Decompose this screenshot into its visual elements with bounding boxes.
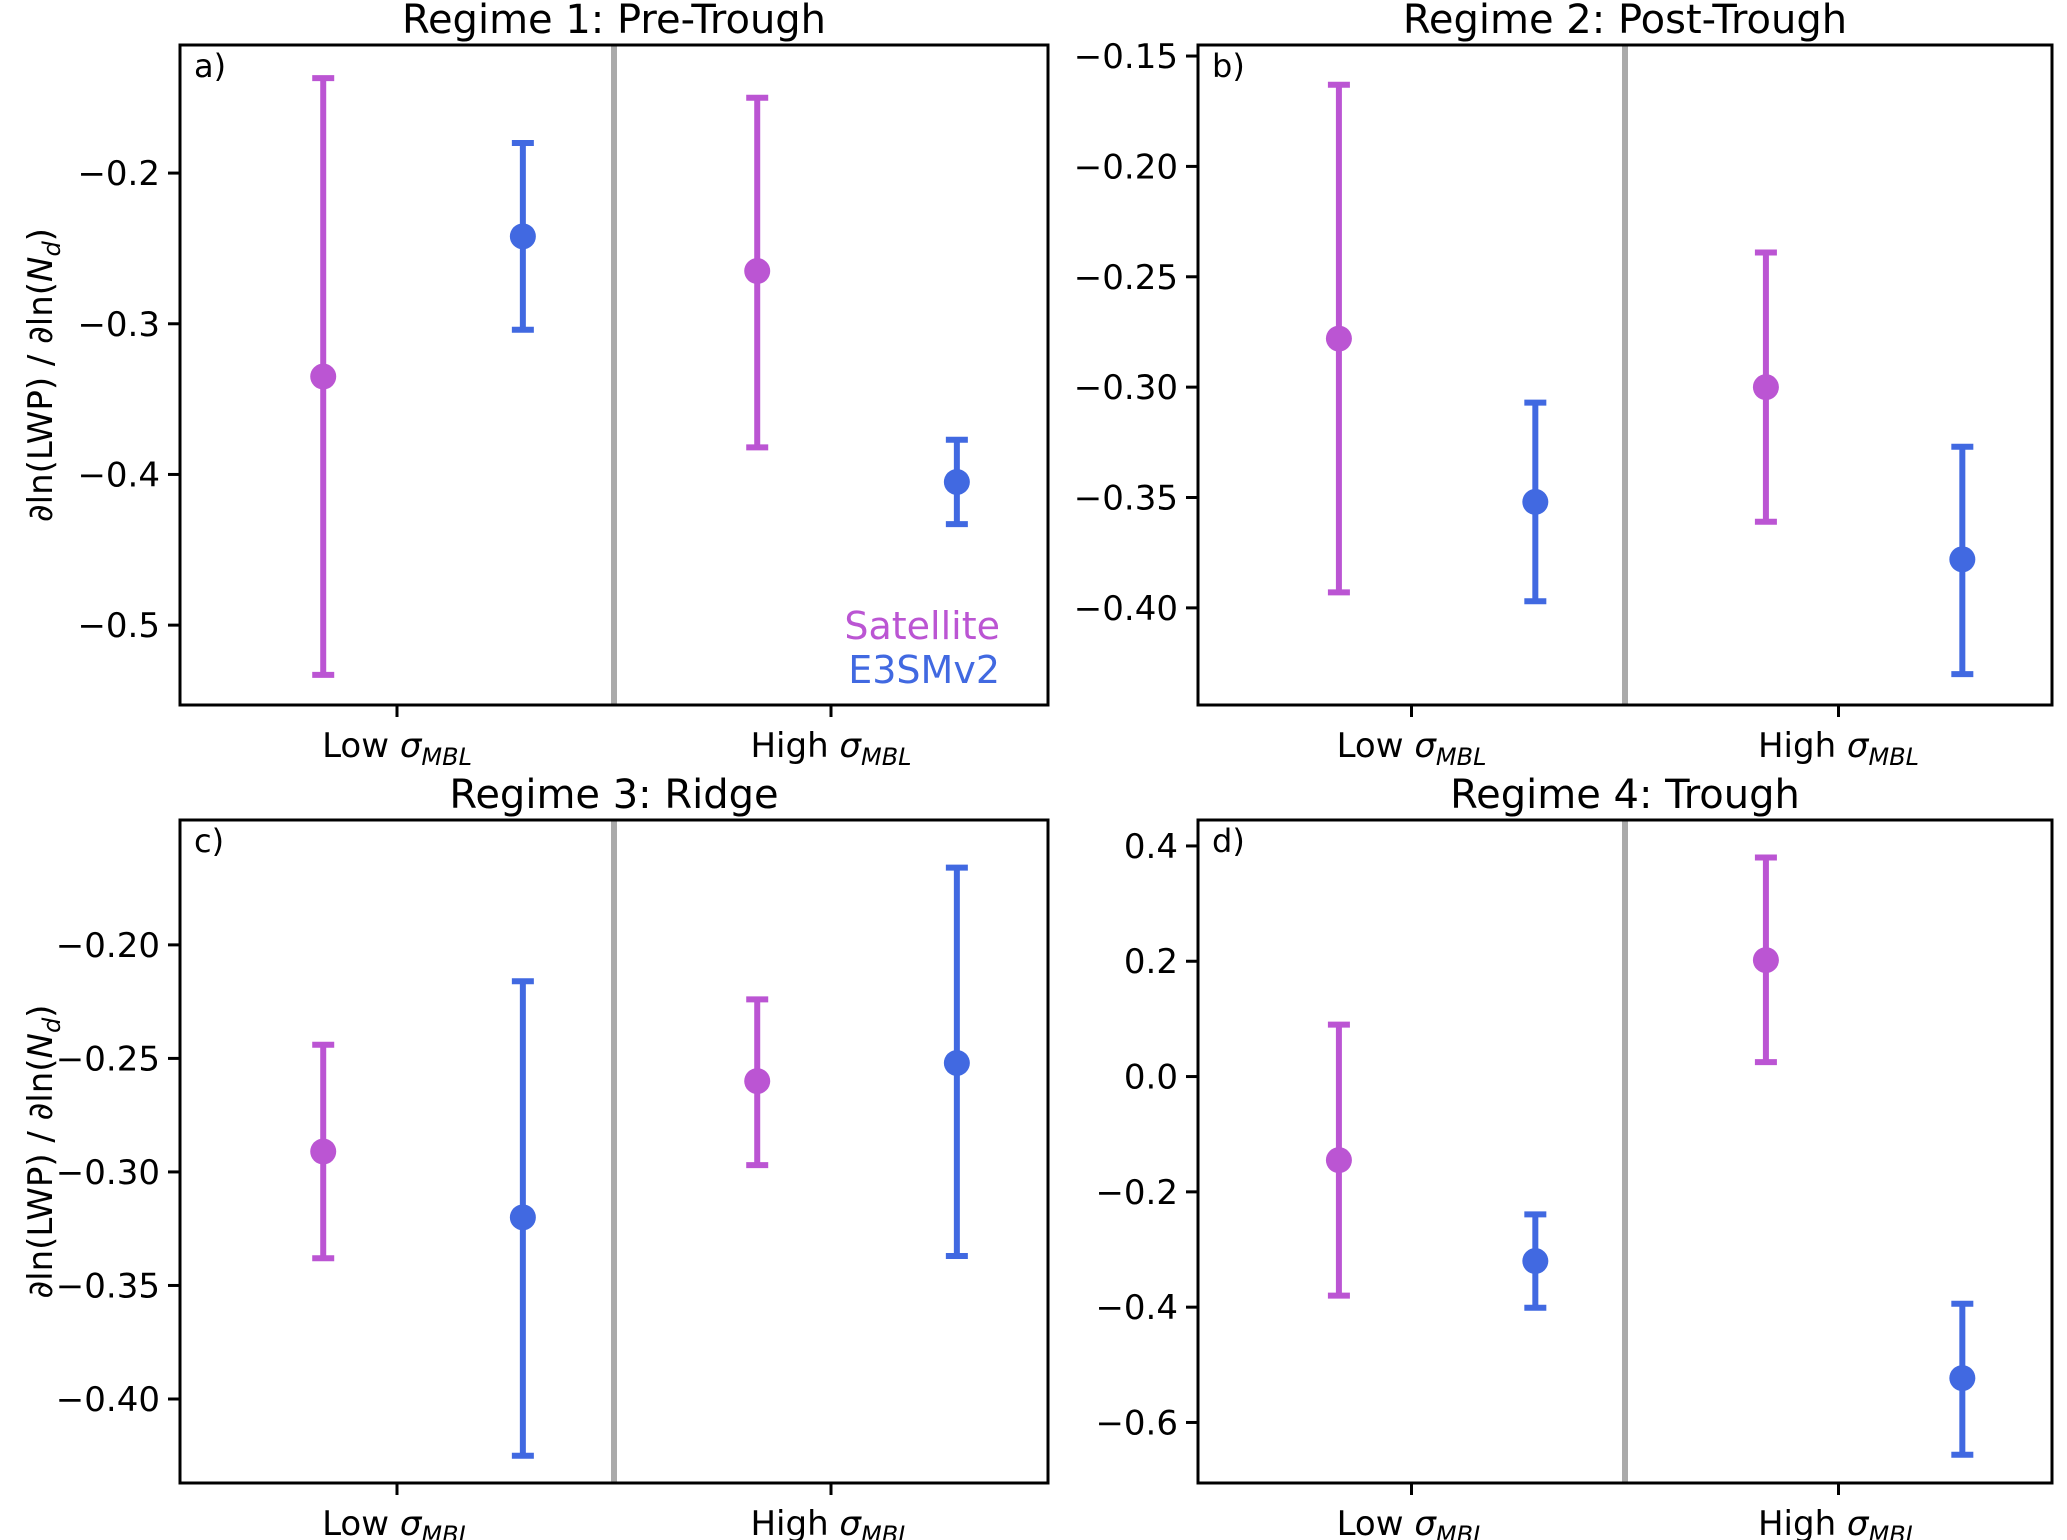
- errorbar-e3smv2-low: [1522, 1211, 1549, 1311]
- panel-4: 0.4 0.2 0.0 −0.2 −0.4 −0.6 Low σMBL High σMBL d)…: [1095, 772, 2054, 1540]
- data-point: [1325, 1147, 1352, 1174]
- y-tick-label: −0.6: [1095, 1403, 1178, 1443]
- y-tick-label: −0.3: [77, 305, 160, 345]
- y-tick-label: 0.2: [1124, 942, 1178, 982]
- y-axis-label: ∂ln(LWP) / ∂ln(Nd): [21, 1005, 66, 1299]
- errorbar-satellite-high: [1752, 249, 1779, 525]
- panel-title: Regime 1: Pre-Trough: [402, 0, 826, 43]
- data-point: [1522, 1248, 1549, 1275]
- y-tick-label: −0.2: [77, 154, 160, 194]
- x-tick-label: High σMBL: [750, 726, 911, 771]
- errorbar-satellite-low: [310, 1041, 337, 1262]
- axes-frame: [1196, 43, 2054, 707]
- errorbar-e3smv2-high: [1949, 1300, 1976, 1458]
- panel-title: Regime 4: Trough: [1450, 772, 1800, 818]
- y-tick-label: −0.25: [1074, 258, 1178, 298]
- y-tick-label: −0.40: [1074, 589, 1178, 629]
- panel-2: −0.15 −0.20 −0.25 −0.30 −0.35 −0.40 Low σMBL Hi…: [1074, 0, 2054, 771]
- panel-letter: b): [1212, 47, 1245, 85]
- panel-1: −0.2 −0.3 −0.4 −0.5 Low σMBL High σMBL a) Regim…: [21, 0, 1050, 771]
- data-point: [1752, 374, 1779, 401]
- x-tick-label: Low σMBL: [322, 726, 472, 771]
- data-point: [509, 1204, 536, 1231]
- errorbar-e3smv2-low: [509, 978, 536, 1459]
- y-tick-label: −0.20: [1074, 147, 1178, 187]
- y-tick-label: −0.2: [1095, 1173, 1178, 1213]
- errorbar-satellite-high: [1752, 854, 1779, 1066]
- data-point: [744, 258, 771, 285]
- errorbar-satellite-low: [310, 75, 337, 678]
- errorbar-e3smv2-high: [1949, 443, 1976, 678]
- y-tick-label: −0.30: [1074, 368, 1178, 408]
- axes-frame: [178, 43, 1050, 707]
- panel-letter: c): [194, 822, 224, 860]
- y-tick-label: −0.4: [1095, 1288, 1178, 1328]
- axes-frame: [178, 818, 1050, 1485]
- data-point: [509, 223, 536, 250]
- data-point: [1949, 546, 1976, 573]
- errorbar-satellite-low: [1325, 81, 1352, 596]
- data-point: [1325, 325, 1352, 352]
- data-point: [310, 1138, 337, 1165]
- y-tick-label: −0.35: [56, 1266, 160, 1306]
- x-tick-label: High σMBL: [750, 1504, 911, 1540]
- y-tick-label: 0.0: [1124, 1058, 1178, 1098]
- x-tick-label: Low σMBL: [322, 1504, 472, 1540]
- errorbar-e3smv2-low: [509, 139, 536, 333]
- errorbar-satellite-high: [744, 94, 771, 451]
- x-tick-label: Low σMBL: [1337, 1504, 1487, 1540]
- y-axis-label: ∂ln(LWP) / ∂ln(Nd): [21, 228, 66, 522]
- legend-satellite: Satellite: [844, 604, 1000, 648]
- data-point: [310, 363, 337, 390]
- y-tick-label: −0.15: [1074, 37, 1178, 77]
- data-point: [744, 1068, 771, 1095]
- legend-e3smv2: E3SMv2: [848, 648, 1000, 692]
- panel-letter: a): [194, 47, 226, 85]
- data-point: [1752, 947, 1779, 974]
- x-tick-label: High σMBL: [1758, 1504, 1919, 1540]
- panel-title: Regime 2: Post-Trough: [1403, 0, 1847, 43]
- errorbar-satellite-high: [744, 996, 771, 1169]
- errorbar-satellite-low: [1325, 1021, 1352, 1299]
- errorbar-e3smv2-high: [943, 436, 970, 528]
- errorbar-e3smv2-low: [1522, 399, 1549, 605]
- data-point: [1949, 1365, 1976, 1392]
- data-point: [943, 468, 970, 495]
- y-tick-label: −0.30: [56, 1153, 160, 1193]
- panel-letter: d): [1212, 822, 1245, 860]
- y-tick-label: −0.4: [77, 455, 160, 495]
- panel-3: −0.20 −0.25 −0.30 −0.35 −0.40 Low σMBL High σM…: [21, 772, 1050, 1540]
- y-tick-label: −0.25: [56, 1039, 160, 1079]
- y-tick-label: 0.4: [1124, 827, 1178, 867]
- axes-frame: [1196, 818, 2054, 1485]
- x-tick-label: High σMBL: [1758, 726, 1919, 771]
- data-point: [1522, 488, 1549, 515]
- y-tick-label: −0.5: [77, 606, 160, 646]
- data-point: [943, 1049, 970, 1076]
- x-tick-label: Low σMBL: [1337, 726, 1487, 771]
- y-tick-label: −0.40: [56, 1380, 160, 1420]
- panel-title: Regime 3: Ridge: [449, 772, 778, 818]
- y-tick-label: −0.20: [56, 926, 160, 966]
- y-tick-label: −0.35: [1074, 479, 1178, 519]
- errorbar-e3smv2-high: [943, 864, 970, 1259]
